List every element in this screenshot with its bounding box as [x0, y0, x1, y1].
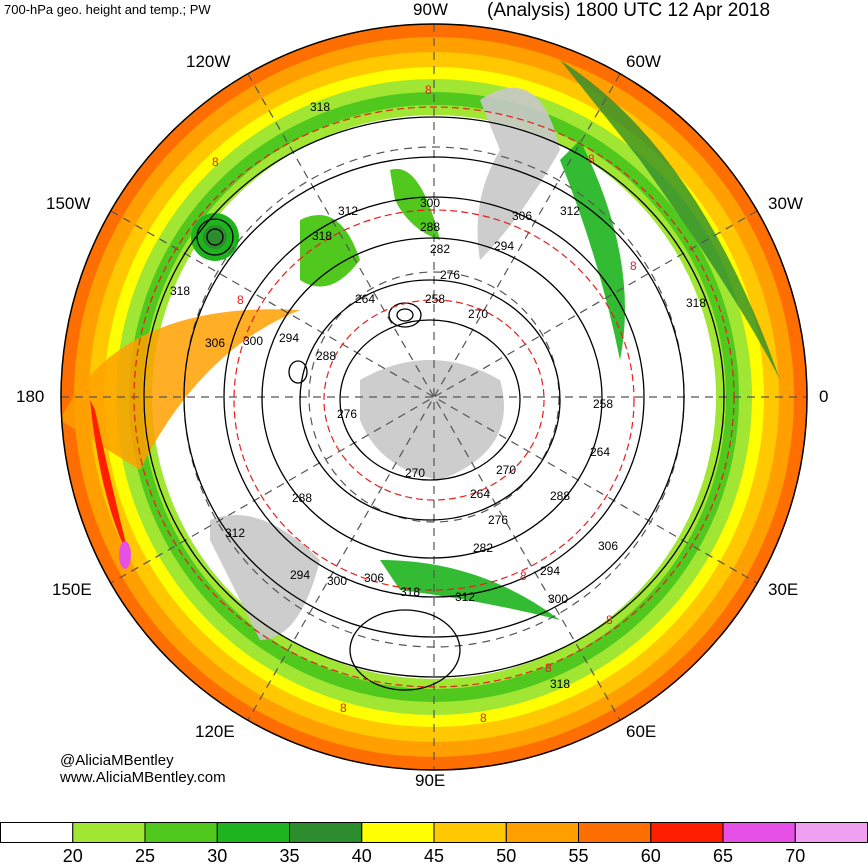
- colorbar-swatch: [794, 822, 868, 843]
- lon-label-150e: 150E: [52, 580, 92, 599]
- height-label: 318: [312, 229, 332, 243]
- temp-label: 8: [520, 569, 527, 583]
- colorbar-tick-label: 65: [712, 846, 734, 866]
- height-label: 258: [593, 397, 613, 411]
- height-label: 264: [590, 445, 610, 459]
- height-label: 270: [496, 463, 516, 477]
- colorbar-tick-label: 20: [62, 846, 83, 866]
- credit-block: @AliciaMBentley www.AliciaMBentley.com: [60, 752, 226, 786]
- height-label: 264: [355, 292, 375, 306]
- height-label: 270: [468, 307, 488, 321]
- temp-label: 8: [606, 613, 613, 627]
- temp-label: 8: [545, 661, 552, 675]
- height-label: 300: [243, 334, 263, 348]
- height-label: 288: [550, 489, 570, 503]
- colorbar-swatch: [578, 822, 652, 843]
- temp-label: 8: [630, 259, 637, 273]
- temp-label: 8: [340, 701, 347, 715]
- analysis-time: (Analysis) 1800 UTC 12 Apr 2018: [487, 0, 771, 21]
- height-label: 306: [598, 539, 618, 553]
- temp-label: 8: [480, 711, 487, 725]
- colorbar-swatch: [0, 822, 74, 843]
- height-label: 306: [205, 336, 225, 350]
- colorbar-swatch: [72, 822, 146, 843]
- lon-label-60w: 60W: [626, 52, 661, 71]
- temp-label: 8: [588, 152, 595, 166]
- temperature-contours: [133, 106, 735, 688]
- map-border: [60, 23, 808, 771]
- colorbar-swatch: [505, 822, 580, 843]
- colorbar-swatch: [216, 822, 291, 843]
- lon-label-180: 180: [16, 387, 45, 406]
- lon-label-150w: 150W: [46, 194, 91, 213]
- colorbar-swatch: [433, 822, 507, 843]
- height-label: 300: [548, 592, 568, 606]
- colorbar-tick-label: 70: [785, 846, 806, 866]
- height-contours: [143, 116, 725, 691]
- credit-website: www.AliciaMBentley.com: [60, 769, 226, 786]
- colorbar-tick-label: 45: [423, 846, 445, 866]
- credit-handle: @AliciaMBentley: [60, 752, 174, 769]
- precipitable-water-field: [61, 24, 807, 770]
- height-label: 318: [686, 296, 706, 310]
- height-label: 318: [310, 100, 330, 114]
- colorbar-swatch: [144, 822, 218, 843]
- lon-label-90e: 90E: [415, 771, 446, 790]
- colorbar: [0, 822, 868, 843]
- height-label: 276: [488, 513, 508, 527]
- colorbar-tick-label: 60: [640, 846, 661, 866]
- map-title: 700-hPa geo. height and temp.; PW: [4, 2, 211, 17]
- polar-map: 318 318 312 318 300 288 282 276 306 294 …: [60, 23, 808, 771]
- height-label: 312: [560, 204, 580, 218]
- lon-label-0: 0: [819, 387, 829, 406]
- height-label: 294: [290, 568, 310, 582]
- height-label: 312: [338, 204, 358, 218]
- height-label: 264: [470, 487, 490, 501]
- height-label: 306: [364, 571, 384, 585]
- lon-label-120e: 120E: [195, 722, 235, 741]
- colorbar-tick-label: 50: [496, 846, 517, 866]
- lon-label-120w: 120W: [186, 52, 231, 71]
- height-label: 276: [337, 407, 357, 421]
- lon-label-60e: 60E: [626, 722, 657, 741]
- height-label: 282: [430, 242, 450, 256]
- colorbar-tick-label: 25: [134, 846, 156, 866]
- lon-label-30e: 30E: [768, 580, 799, 599]
- height-label: 282: [473, 541, 493, 555]
- height-label: 270: [405, 466, 425, 480]
- colorbar-swatch: [289, 822, 363, 843]
- height-label: 306: [512, 209, 532, 223]
- contour-label-layer: 318 318 312 318 300 288 282 276 306 294 …: [170, 83, 706, 725]
- lon-label-90w: 90W: [413, 0, 448, 19]
- colorbar-tick-label: 40: [351, 846, 372, 866]
- height-label: 294: [540, 564, 560, 578]
- temp-label: 8: [425, 83, 432, 97]
- lon-label-30w: 30W: [768, 194, 803, 213]
- colorbar-tick-label: 35: [279, 846, 300, 866]
- height-label: 318: [400, 585, 420, 599]
- temp-label: 8: [212, 155, 219, 169]
- height-label: 288: [420, 220, 440, 234]
- height-label: 318: [550, 677, 570, 691]
- height-label: 294: [494, 239, 514, 253]
- colorbar-swatch: [722, 822, 796, 843]
- height-label: 294: [279, 331, 299, 345]
- height-label: 276: [440, 268, 460, 282]
- temp-label: 8: [237, 293, 244, 307]
- colorbar-tick-label: 30: [207, 846, 228, 866]
- height-label: 300: [420, 196, 440, 210]
- height-label: 312: [225, 526, 245, 540]
- height-label: 300: [327, 574, 347, 588]
- colorbar-tick-label: 55: [568, 846, 589, 866]
- colorbar-swatch: [650, 822, 724, 843]
- height-label: 288: [292, 491, 312, 505]
- height-label: 288: [316, 349, 336, 363]
- height-label: 258: [425, 292, 445, 306]
- height-label: 318: [170, 284, 190, 298]
- colorbar-swatch: [361, 822, 435, 843]
- height-label: 312: [455, 590, 475, 604]
